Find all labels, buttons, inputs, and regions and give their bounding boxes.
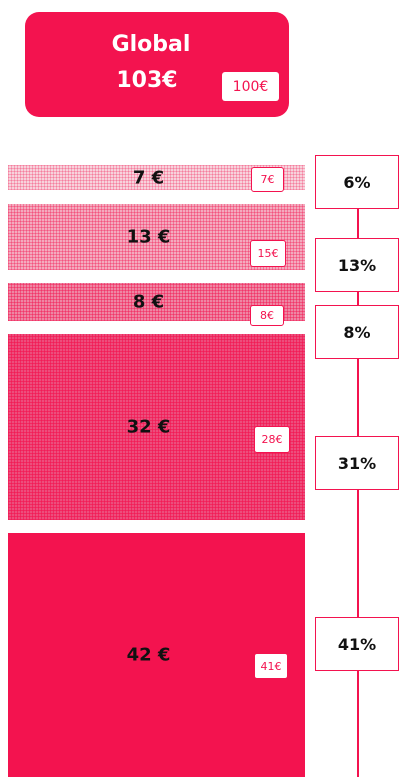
category-block: 7 € 7€ [8,165,305,192]
percent-box: 31% [315,436,399,490]
global-badge: 100€ [222,72,279,101]
amount: 42 € [126,644,171,666]
amount: 8 € [132,291,165,313]
percent-box: 13% [315,238,399,292]
amount: 13 € [126,226,171,248]
budget-badge: 28€ [254,426,290,453]
category-block: 13 € 15€ [8,204,305,270]
budget-badge: 15€ [250,240,286,267]
global-title: Global [111,32,191,57]
category-block: 8 € 8€ [8,283,305,326]
budget-badge: 7€ [251,167,284,192]
budget-badge: 41€ [254,653,288,679]
budget-badge: 8€ [250,305,284,326]
category-block: 42 € 41€ [8,533,305,777]
percent-box: 6% [315,155,399,209]
percent-box: 41% [315,617,399,671]
amount: 7 € [132,167,165,188]
category-block: 32 € 28€ [8,334,305,520]
global-card: Global 103€ 100€ [25,12,289,117]
global-total: 103€ [116,68,178,93]
percent-box: 8% [315,305,399,359]
amount: 32 € [126,416,171,438]
